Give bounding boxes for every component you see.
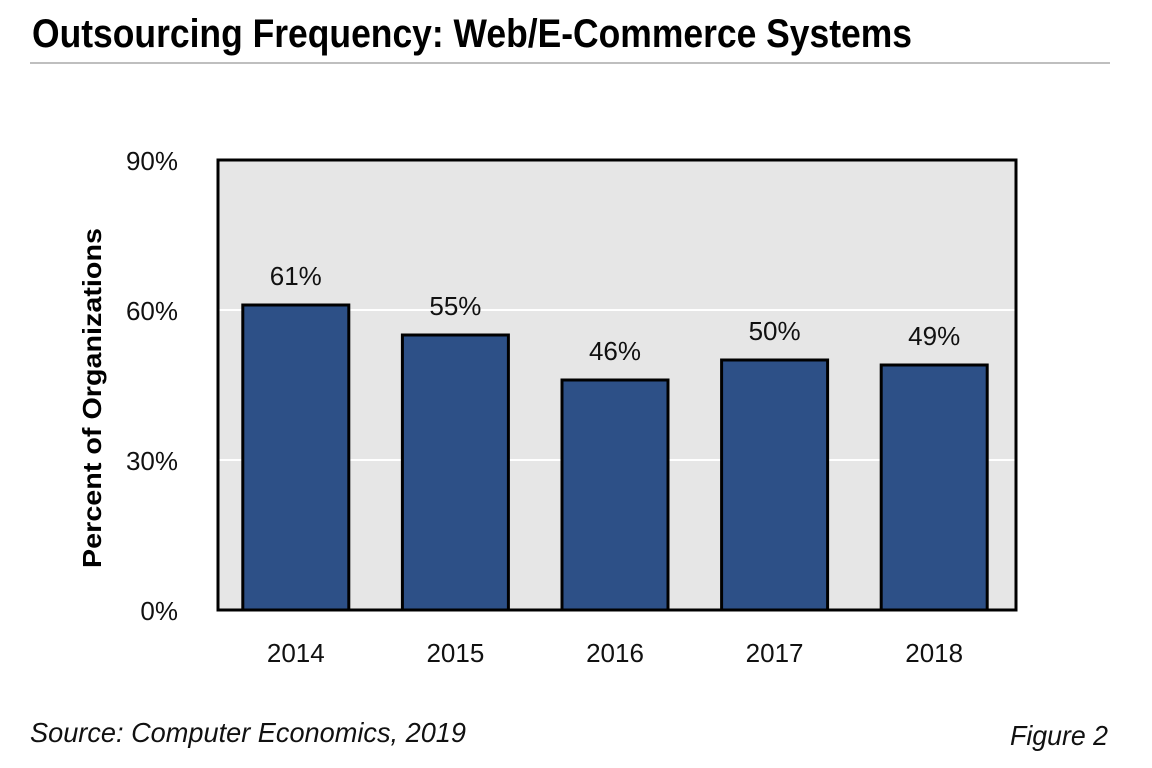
data-label: 49%	[908, 321, 960, 351]
data-label: 61%	[270, 261, 322, 291]
y-tick-label: 0%	[140, 596, 178, 626]
source-note: Source: Computer Economics, 2019	[30, 717, 466, 748]
data-label: 55%	[429, 291, 481, 321]
y-axis-label: Percent of Organizations	[77, 228, 107, 568]
data-label: 46%	[589, 336, 641, 366]
x-tick-label: 2014	[267, 638, 325, 668]
bar-2017	[720, 358, 830, 612]
x-tick-label: 2015	[426, 638, 484, 668]
bar-2018	[879, 363, 989, 612]
chart-title: Outsourcing Frequency: Web/E-Commerce Sy…	[32, 12, 912, 56]
y-tick-label: 30%	[126, 446, 178, 476]
x-tick-label: 2016	[586, 638, 644, 668]
bar-2014	[241, 303, 351, 612]
x-tick-label: 2018	[905, 638, 963, 668]
y-tick-label: 90%	[126, 146, 178, 176]
x-tick-label: 2017	[746, 638, 804, 668]
plot-frame	[216, 158, 1018, 612]
figure-number: Figure 2	[1010, 720, 1108, 751]
y-tick-label: 60%	[126, 296, 178, 326]
bar-2015	[400, 333, 510, 612]
bar-2016	[560, 378, 670, 612]
data-label: 50%	[749, 316, 801, 346]
